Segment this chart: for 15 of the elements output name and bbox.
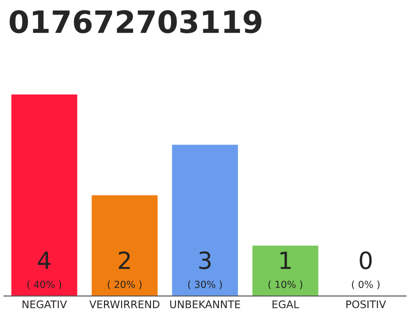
bar xyxy=(11,94,78,296)
x-tick-label: NEGATIV xyxy=(22,300,67,308)
x-tick-label: UNBEKANNTE xyxy=(170,300,240,308)
data-label: 1 ( 10% ) xyxy=(268,252,302,290)
data-label: 2 ( 20% ) xyxy=(108,251,142,290)
x-tick-label: POSITIV xyxy=(346,300,386,308)
data-label: 3 ( 30% ) xyxy=(188,251,222,290)
bar xyxy=(92,195,158,296)
chart-title: 017672703119 xyxy=(10,10,262,34)
x-tick-label: VERWIRREND xyxy=(89,300,160,308)
data-label: 0 ( 0% ) xyxy=(352,251,380,290)
bar xyxy=(172,144,238,296)
bar xyxy=(252,246,318,296)
x-tick-label: EGAL xyxy=(272,300,300,308)
data-label: 4 ( 40% ) xyxy=(27,252,62,290)
